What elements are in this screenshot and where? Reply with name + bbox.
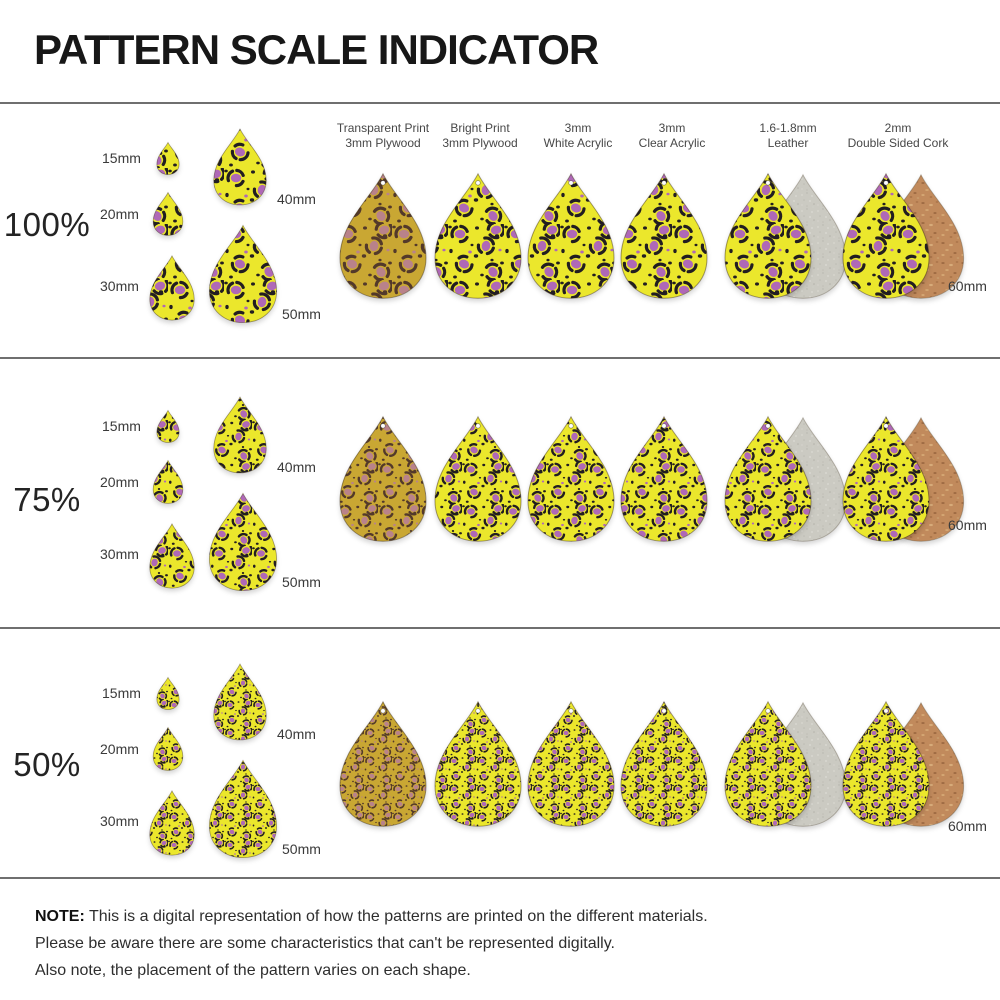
teardrop-60mm-bright-print-plywood-50pct: [434, 700, 522, 827]
teardrop-40mm-50pct: [213, 663, 267, 741]
material-label-leather: 1.6-1.8mm Leather: [713, 121, 863, 151]
size-label-15mm-75pct: 15mm: [102, 418, 141, 434]
teardrop-60mm-transparent-print-plywood-50pct: [339, 700, 427, 827]
separator-line-row1-row2: [0, 357, 1000, 359]
separator-line-top: [0, 102, 1000, 104]
size-label-30mm-100pct: 30mm: [100, 278, 139, 294]
teardrop-50mm-75pct: [208, 492, 278, 592]
teardrop-60mm-leather-50pct: [724, 700, 812, 827]
teardrop-60mm-cork-50pct: [842, 700, 930, 827]
scale-row-label-75pct: 75%: [13, 481, 81, 518]
note-text: NOTE: This is a digital representation o…: [35, 903, 708, 984]
teardrop-60mm-leather-100pct: [724, 172, 812, 299]
teardrop-60mm-cork-75pct: [842, 415, 930, 542]
teardrop-20mm-50pct: [152, 726, 184, 771]
material-label-clear-acrylic-line-1: 3mm: [658, 121, 686, 135]
teardrop-20mm-100pct: [152, 191, 184, 236]
teardrop-50mm-100pct: [208, 224, 278, 324]
note-line-2: Please be aware there are some character…: [35, 935, 615, 952]
material-label-white-acrylic-line-2: White Acrylic: [543, 136, 613, 150]
size-label-60mm-50pct: 60mm: [948, 818, 987, 834]
size-label-15mm-100pct: 15mm: [102, 150, 141, 166]
size-label-30mm-75pct: 30mm: [100, 546, 139, 562]
teardrop-60mm-bright-print-plywood-100pct: [434, 172, 522, 299]
teardrop-40mm-100pct: [213, 128, 267, 206]
teardrop-15mm-50pct: [156, 676, 180, 710]
teardrop-60mm-white-acrylic-50pct: [527, 700, 615, 827]
material-label-transparent-print-plywood-line-2: 3mm Plywood: [345, 136, 421, 150]
size-label-50mm-75pct: 50mm: [282, 574, 321, 590]
teardrop-60mm-clear-acrylic-50pct: [620, 700, 708, 827]
teardrop-60mm-white-acrylic-100pct: [527, 172, 615, 299]
material-label-bright-print-plywood-line-1: Bright Print: [450, 121, 510, 135]
size-label-30mm-50pct: 30mm: [100, 813, 139, 829]
material-label-cork-line-2: Double Sided Cork: [847, 136, 949, 150]
material-label-clear-acrylic: 3mm Clear Acrylic: [597, 121, 747, 151]
size-label-50mm-50pct: 50mm: [282, 841, 321, 857]
teardrop-50mm-50pct: [208, 759, 278, 859]
size-label-20mm-75pct: 20mm: [100, 474, 139, 490]
material-label-transparent-print-plywood-line-1: Transparent Print: [336, 121, 430, 135]
scale-row-label-100pct: 100%: [3, 206, 91, 243]
teardrop-60mm-transparent-print-plywood-100pct: [339, 172, 427, 299]
size-label-60mm-75pct: 60mm: [948, 517, 987, 533]
material-label-leather-line-1: 1.6-1.8mm: [759, 121, 817, 135]
teardrop-60mm-white-acrylic-75pct: [527, 415, 615, 542]
material-label-cork: 2mm Double Sided Cork: [823, 121, 973, 151]
size-label-40mm-75pct: 40mm: [277, 459, 316, 475]
material-label-white-acrylic: 3mm White Acrylic: [503, 121, 653, 151]
note-line-3: Also note, the placement of the pattern …: [35, 962, 471, 979]
material-label-white-acrylic-line-1: 3mm: [564, 121, 592, 135]
material-label-clear-acrylic-line-2: Clear Acrylic: [638, 136, 706, 150]
page-title: PATTERN SCALE INDICATOR: [34, 26, 599, 73]
teardrop-60mm-transparent-print-plywood-75pct: [339, 415, 427, 542]
separator-line-row2-row3: [0, 627, 1000, 629]
scale-row-label-50pct: 50%: [13, 746, 81, 783]
teardrop-30mm-75pct: [149, 523, 195, 589]
material-label-bright-print-plywood-line-2: 3mm Plywood: [442, 136, 518, 150]
teardrop-15mm-100pct: [156, 141, 180, 175]
size-label-40mm-100pct: 40mm: [277, 191, 316, 207]
teardrop-30mm-50pct: [149, 790, 195, 856]
note-prefix: NOTE:: [35, 908, 85, 925]
size-label-20mm-100pct: 20mm: [100, 206, 139, 222]
teardrop-60mm-bright-print-plywood-75pct: [434, 415, 522, 542]
teardrop-20mm-75pct: [152, 459, 184, 504]
teardrop-60mm-clear-acrylic-100pct: [620, 172, 708, 299]
material-label-cork-line-1: 2mm: [884, 121, 912, 135]
material-label-leather-line-2: Leather: [767, 136, 809, 150]
material-label-bright-print-plywood: Bright Print 3mm Plywood: [405, 121, 555, 151]
note-line-1-text: This is a digital representation of how …: [88, 908, 708, 925]
teardrop-60mm-cork-100pct: [842, 172, 930, 299]
note-line-1: NOTE: This is a digital representation o…: [35, 903, 708, 930]
teardrop-30mm-100pct: [149, 255, 195, 321]
size-label-50mm-100pct: 50mm: [282, 306, 321, 322]
teardrop-60mm-clear-acrylic-75pct: [620, 415, 708, 542]
material-label-transparent-print-plywood: Transparent Print 3mm Plywood: [308, 121, 458, 151]
size-label-20mm-50pct: 20mm: [100, 741, 139, 757]
size-label-60mm-100pct: 60mm: [948, 278, 987, 294]
teardrop-40mm-75pct: [213, 396, 267, 474]
teardrop-60mm-leather-75pct: [724, 415, 812, 542]
teardrop-15mm-75pct: [156, 409, 180, 443]
separator-line-bottom: [0, 877, 1000, 879]
size-label-15mm-50pct: 15mm: [102, 685, 141, 701]
size-label-40mm-50pct: 40mm: [277, 726, 316, 742]
